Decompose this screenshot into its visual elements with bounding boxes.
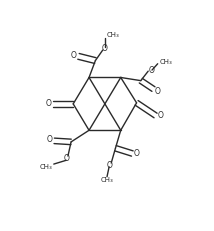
Text: O: O <box>157 111 163 120</box>
Text: O: O <box>134 149 140 158</box>
Text: O: O <box>71 51 77 60</box>
Text: O: O <box>106 161 112 170</box>
Text: O: O <box>46 99 51 108</box>
Text: CH₃: CH₃ <box>159 59 172 65</box>
Text: O: O <box>102 44 108 53</box>
Text: CH₃: CH₃ <box>39 164 52 170</box>
Text: CH₃: CH₃ <box>101 177 113 183</box>
Text: O: O <box>155 87 161 96</box>
Text: O: O <box>47 135 52 144</box>
Text: CH₃: CH₃ <box>107 32 120 38</box>
Text: O: O <box>63 154 69 163</box>
Text: O: O <box>149 66 155 75</box>
